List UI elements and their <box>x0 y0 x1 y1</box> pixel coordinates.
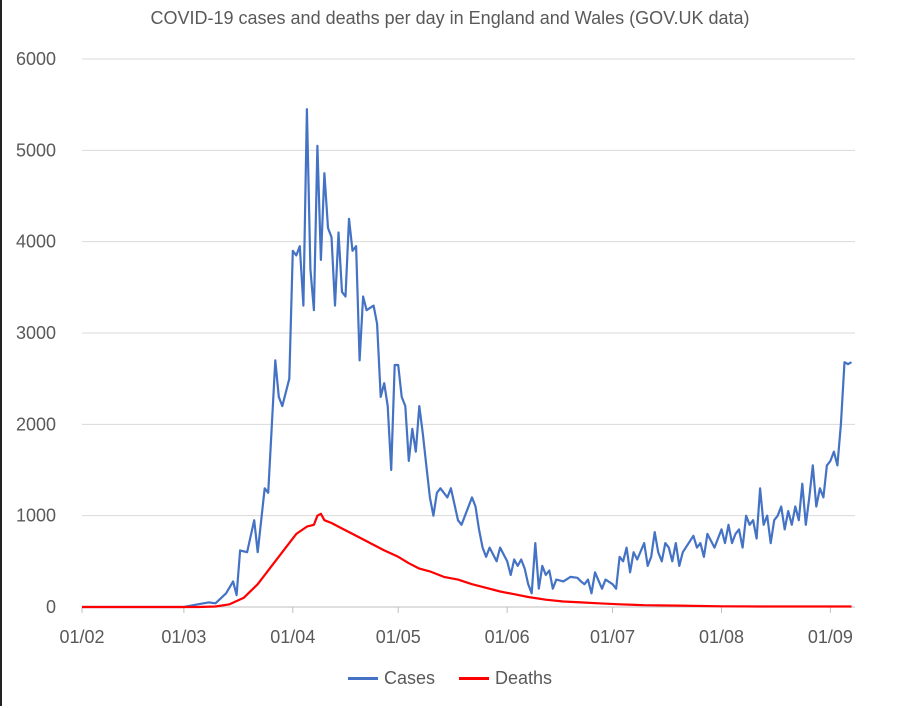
x-tick-label: 01/02 <box>59 627 104 647</box>
x-tick-label: 01/08 <box>699 627 744 647</box>
x-tick-label: 01/07 <box>590 627 635 647</box>
legend-item-deaths: Deaths <box>458 668 553 689</box>
y-tick-label: 3000 <box>16 323 56 343</box>
legend-item-cases: Cases <box>347 668 435 689</box>
x-tick-label: 01/04 <box>270 627 315 647</box>
y-tick-label: 0 <box>46 597 56 617</box>
x-axis-ticks: 01/02 01/03 01/04 01/05 01/06 01/07 01/08 01/09 <box>59 607 853 647</box>
series-line-cases <box>82 108 853 609</box>
legend-label-deaths: Deaths <box>494 668 553 688</box>
y-tick-label: 6000 <box>16 49 56 69</box>
x-tick-label: 01/06 <box>485 627 530 647</box>
series-lines <box>82 108 853 609</box>
legend-label-cases: Cases <box>383 668 435 688</box>
series-line-deaths <box>82 512 852 609</box>
y-axis-ticks: 0 1000 2000 3000 4000 5000 6000 <box>16 49 56 617</box>
y-tick-label: 2000 <box>16 414 56 434</box>
legend-swatch-deaths <box>458 677 489 680</box>
gridlines <box>82 58 855 608</box>
x-tick-label: 01/05 <box>376 627 421 647</box>
x-tick-label: 01/03 <box>161 627 206 647</box>
y-tick-label: 5000 <box>16 140 56 160</box>
chart-title: COVID-19 cases and deaths per day in Eng… <box>150 8 750 28</box>
y-tick-label: 1000 <box>16 506 56 526</box>
legend-swatch-cases <box>347 677 378 680</box>
x-tick-label: 01/09 <box>808 627 853 647</box>
legend: Cases Deaths <box>0 668 900 689</box>
y-tick-label: 4000 <box>16 232 56 252</box>
